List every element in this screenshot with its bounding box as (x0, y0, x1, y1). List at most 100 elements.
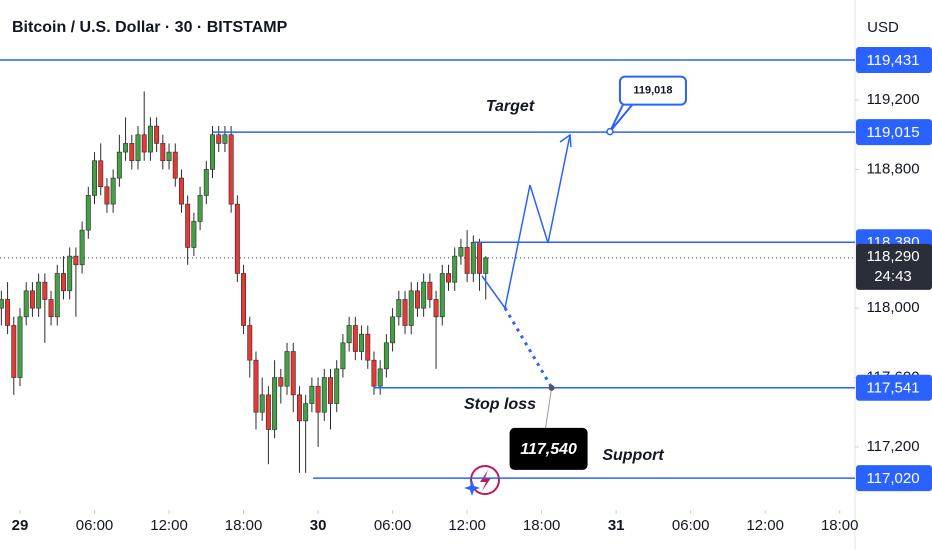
y-tick-label: 118,800 (866, 160, 919, 177)
candle-body (147, 125, 153, 153)
candle-body (477, 241, 483, 274)
candle-body (321, 377, 327, 413)
candle-body (402, 299, 408, 326)
candle-body (272, 377, 278, 430)
candle-body (458, 247, 464, 257)
candle-body (259, 394, 265, 413)
candle-body (36, 281, 42, 309)
currency: USD (867, 19, 899, 36)
candle-body (54, 273, 60, 318)
candle-body (290, 351, 296, 396)
candle-body (73, 255, 79, 266)
candle-body (135, 134, 141, 162)
candle-body (228, 134, 234, 205)
candle-body (172, 151, 178, 179)
alert-icon (464, 465, 500, 496)
chart-title: Bitcoin / U.S. Dollar · 30 · BITSTAMP (12, 19, 288, 36)
candle-body (191, 221, 197, 248)
candle-body (334, 368, 340, 404)
projection-path (481, 134, 571, 310)
candle-body (390, 316, 396, 344)
candle-body (439, 273, 445, 318)
candle-body (464, 247, 470, 274)
candle-body (92, 160, 97, 196)
level-label: 119,015 (866, 124, 919, 141)
level-label-box (856, 465, 932, 492)
stop-connector (545, 387, 553, 428)
candle-body (377, 368, 383, 387)
candle-body (60, 273, 66, 292)
candle-body (396, 299, 402, 318)
x-tick-label: 18:00 (225, 517, 263, 534)
candle-body (470, 241, 476, 274)
candle-body (234, 203, 240, 274)
candle-body (197, 195, 203, 222)
candle-body (67, 255, 73, 292)
candle-body (129, 143, 135, 162)
candle-body (0, 299, 4, 309)
candle-body (166, 151, 172, 162)
candle-body (303, 403, 309, 422)
candle-body (116, 151, 122, 179)
candle-body (154, 125, 160, 144)
candle-body (427, 281, 433, 300)
candle-body (85, 195, 91, 231)
candle-body (340, 342, 346, 370)
y-tick-label: 118,000 (866, 299, 919, 316)
y-tick-label: 119,200 (866, 91, 919, 108)
candle-body (11, 325, 17, 378)
target-label: Target (486, 98, 535, 115)
candle-body (178, 177, 184, 205)
last-price-box (856, 243, 932, 290)
x-tick-label: 06:00 (76, 517, 114, 534)
last-price-label: 118,290 (866, 248, 919, 265)
level-label-box (856, 119, 932, 146)
projection (481, 133, 572, 389)
candle-body (383, 342, 389, 370)
candle-body (17, 316, 23, 378)
candle-body (210, 134, 215, 170)
candle-body (265, 394, 271, 430)
candle-body (408, 290, 414, 326)
projection-arrow (559, 133, 572, 148)
candle-body (247, 325, 253, 361)
stop-point (548, 384, 555, 391)
candle-body (253, 359, 259, 413)
level-label-box (856, 47, 932, 73)
x-tick-label: 12:00 (448, 517, 486, 534)
countdown: 24:43 (874, 268, 912, 285)
candle-body (98, 160, 104, 188)
candle-body (278, 377, 284, 387)
x-tick-label: 06:00 (374, 517, 412, 534)
candle-body (48, 299, 54, 318)
candle-body (23, 290, 29, 318)
candle-body (483, 257, 489, 274)
level-label: 117,020 (866, 470, 919, 487)
x-tick-label: 12:00 (746, 517, 784, 534)
candle-body (5, 299, 11, 326)
candle-body (296, 394, 302, 422)
level-label: 117,541 (866, 380, 919, 397)
level-label: 119,431 (866, 52, 919, 69)
alert-bolt (480, 470, 491, 491)
stop-loss-label: Stop loss (464, 396, 536, 413)
candle-body (216, 134, 222, 144)
candle-body (241, 273, 247, 326)
candle-body (160, 143, 166, 162)
x-tick-label: 12:00 (150, 517, 188, 534)
x-tick-label: 29 (12, 517, 29, 534)
x-tick-label: 18:00 (821, 517, 859, 534)
candle-body (42, 281, 48, 300)
candle-body (79, 229, 85, 266)
candle-body (328, 377, 333, 404)
x-tick-label: 31 (608, 517, 625, 534)
candle-body (123, 143, 129, 153)
stop-box-label: 117,540 (520, 441, 577, 458)
candle-body (414, 290, 420, 309)
candle-body (185, 203, 191, 248)
x-tick-label: 06:00 (672, 517, 710, 534)
candle-body (371, 359, 377, 387)
